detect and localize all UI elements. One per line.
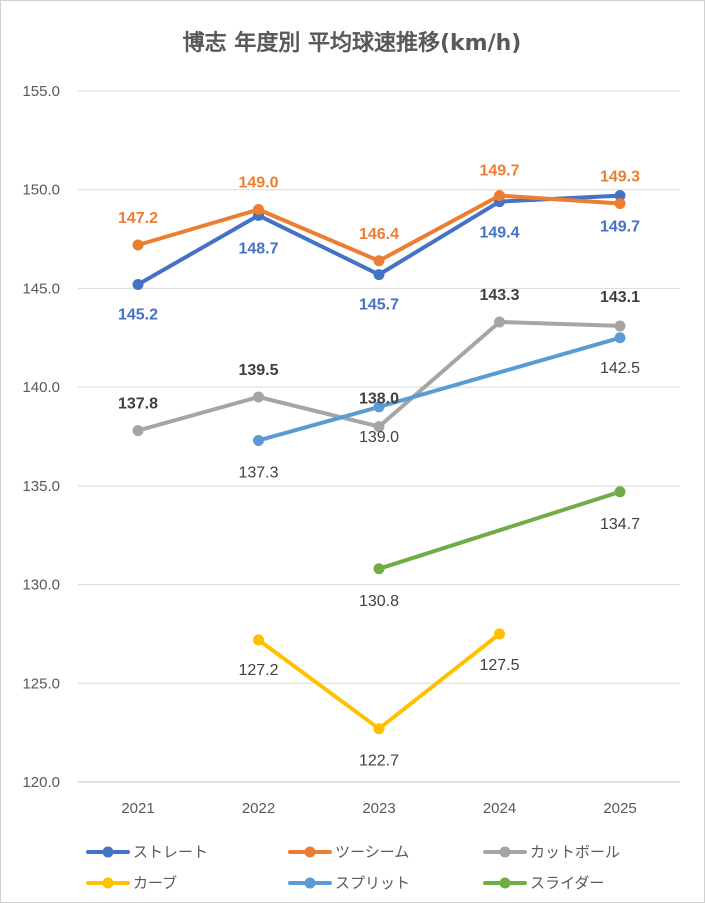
data-label: 139.0 <box>359 429 399 446</box>
y-tick-label: 125.0 <box>22 675 60 692</box>
series-line <box>377 489 622 571</box>
data-point <box>373 421 385 433</box>
data-label: 149.0 <box>238 174 278 191</box>
data-point <box>253 434 264 446</box>
data-label: 149.7 <box>600 219 640 236</box>
y-tick-label: 145.0 <box>22 280 60 297</box>
chart-title: 博志 年度別 平均球速推移(km/h) <box>183 30 522 56</box>
legend-swatch-marker <box>102 877 114 889</box>
data-label: 147.2 <box>118 210 158 227</box>
x-tick-label: 2024 <box>483 800 516 817</box>
data-point <box>373 563 385 575</box>
legend-swatch-marker <box>304 877 316 889</box>
data-label: 127.5 <box>479 657 519 674</box>
data-label: 122.7 <box>359 753 399 770</box>
series-lines <box>132 190 626 735</box>
x-tick-label: 2021 <box>121 800 154 817</box>
series-line <box>256 631 502 731</box>
y-tick-label: 135.0 <box>22 478 60 495</box>
legend-label: スライダー <box>530 874 604 892</box>
x-axis-ticks: 2021 2022 2023 2024 2025 <box>121 800 636 817</box>
data-label: 143.1 <box>600 289 640 306</box>
data-point <box>614 190 626 202</box>
legend-label: スプリット <box>335 874 410 892</box>
data-labels: 145.2 148.7 145.7 149.4 149.7 147.2 149.0 146.4… <box>118 163 640 770</box>
y-tick-label: 155.0 <box>22 83 60 100</box>
data-label: 145.7 <box>359 297 399 314</box>
data-label: 142.5 <box>600 360 640 377</box>
data-label: 149.3 <box>600 169 640 186</box>
legend-label: カットボール <box>530 843 620 861</box>
data-label: 138.0 <box>359 391 399 408</box>
y-tick-label: 120.0 <box>22 774 60 791</box>
data-label: 145.2 <box>118 306 158 323</box>
legend-label: ストレート <box>133 843 208 861</box>
series-line <box>136 320 622 433</box>
data-point <box>494 628 505 640</box>
data-point <box>132 278 144 290</box>
series-line <box>256 335 622 443</box>
legend-swatch-marker <box>499 877 511 889</box>
data-point <box>614 320 626 332</box>
data-point <box>253 203 264 215</box>
data-label: 149.7 <box>479 163 519 180</box>
legend-label: ツーシーム <box>335 843 409 861</box>
data-point <box>373 401 385 413</box>
data-point <box>373 723 385 735</box>
data-label: 127.2 <box>238 662 278 679</box>
data-point <box>614 332 626 344</box>
data-label: 130.8 <box>359 593 399 610</box>
x-tick-label: 2023 <box>362 800 395 817</box>
data-point <box>494 316 505 328</box>
data-point <box>373 269 385 281</box>
legend-label: カーブ <box>133 874 177 892</box>
data-label: 137.8 <box>118 396 158 413</box>
data-label: 139.5 <box>238 362 278 379</box>
x-tick-label: 2022 <box>242 800 275 817</box>
y-tick-label: 130.0 <box>22 577 60 594</box>
data-label: 149.4 <box>479 225 519 242</box>
data-point <box>132 425 144 437</box>
legend-swatch-marker <box>499 846 511 858</box>
data-label: 146.4 <box>359 226 399 243</box>
y-tick-label: 150.0 <box>22 182 60 199</box>
data-label: 148.7 <box>238 240 278 257</box>
legend-swatch-marker <box>304 846 316 858</box>
data-point <box>253 634 264 646</box>
data-label: 134.7 <box>600 516 640 533</box>
data-point <box>253 391 264 403</box>
x-tick-label: 2025 <box>603 800 636 817</box>
gridlines <box>78 90 680 783</box>
data-label: 143.3 <box>479 287 519 304</box>
data-point <box>614 198 626 210</box>
y-tick-label: 140.0 <box>22 379 60 396</box>
data-point <box>132 239 144 251</box>
data-point <box>614 486 626 498</box>
data-point <box>373 255 385 267</box>
legend-swatch-marker <box>102 846 114 858</box>
data-label: 137.3 <box>238 464 278 481</box>
y-axis-ticks: 120.0 125.0 130.0 135.0 140.0 145.0 150.0 155.0 <box>22 83 60 791</box>
data-point <box>494 190 505 202</box>
